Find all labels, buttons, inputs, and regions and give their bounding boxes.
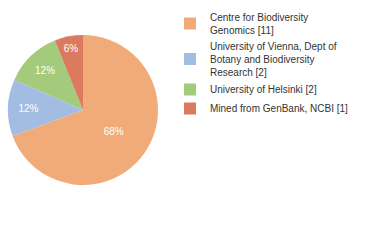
svg-text:Centre for BiodiversityGenomic: Centre for BiodiversityGenomics [11] <box>210 12 308 36</box>
svg-text:Mined from GenBank, NCBI [1]: Mined from GenBank, NCBI [1] <box>210 103 348 114</box>
svg-text:University of Helsinki [2]: University of Helsinki [2] <box>210 84 317 95</box>
svg-text:12%: 12% <box>18 103 38 114</box>
svg-text:University of Vienna, Dept ofB: University of Vienna, Dept ofBotany and … <box>210 41 337 78</box>
svg-text:12%: 12% <box>35 65 55 76</box>
svg-text:6%: 6% <box>64 43 79 54</box>
svg-text:68%: 68% <box>104 126 124 137</box>
